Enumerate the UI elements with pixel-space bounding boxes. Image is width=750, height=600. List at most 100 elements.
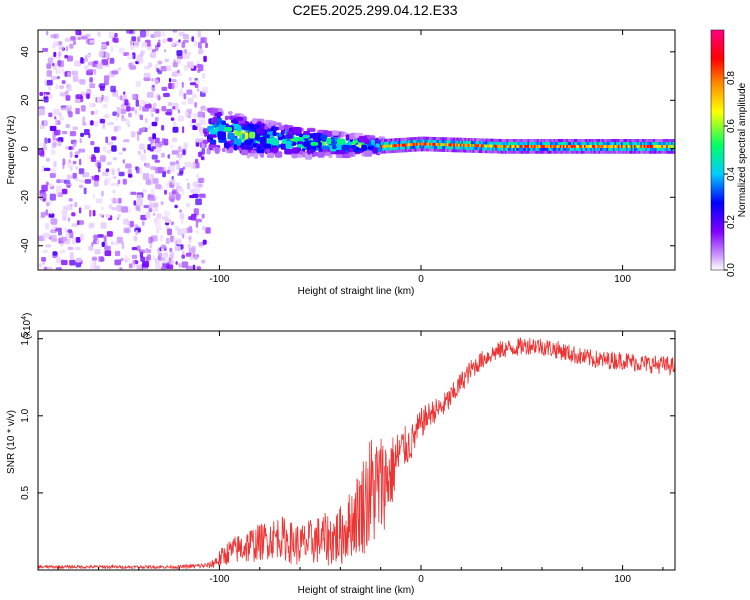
spectrogram-cell <box>459 146 463 150</box>
spectrogram-cell <box>48 112 53 118</box>
spectrogram-cell <box>545 147 548 151</box>
spectrogram-cell <box>128 191 131 196</box>
spectrogram-cell <box>92 256 97 261</box>
spectrogram-cell <box>622 144 626 148</box>
spectrogram-cell <box>101 94 104 101</box>
spectrogram-cell <box>556 144 560 148</box>
colorbar-tick-label: 0.8 <box>726 71 737 85</box>
spectrogram-cell <box>643 147 647 151</box>
spectrogram-cell <box>514 144 518 148</box>
spectrogram-cell <box>466 138 469 141</box>
spectrogram-cell <box>159 31 165 37</box>
spectrogram-cell <box>474 138 477 142</box>
spectrogram-cell <box>133 200 137 206</box>
spectrogram-cell <box>209 128 219 135</box>
spectrogram-cell <box>69 43 74 49</box>
spectrogram-cell <box>433 145 437 149</box>
spectrogram-cell <box>66 233 70 238</box>
spectrogram-cell <box>442 148 445 152</box>
spectrogram-cell <box>90 110 95 115</box>
spectrogram-cell <box>86 88 92 96</box>
spectrogram-cell <box>448 140 451 144</box>
spectrogram-cell <box>129 65 136 70</box>
spectrogram-cell <box>456 137 460 141</box>
spectrogram-cell <box>213 124 218 128</box>
spectrogram-cell <box>194 254 198 260</box>
spectrogram-cell <box>512 147 516 151</box>
spectrogram-cell <box>627 147 630 151</box>
spectrogram-cell <box>580 144 584 148</box>
spectrogram-cell <box>543 150 547 154</box>
spectrogram-cell <box>207 138 211 143</box>
spectrogram-cell <box>593 139 597 142</box>
spectrogram-cell <box>621 147 624 151</box>
spectrogram-cell <box>635 139 639 142</box>
spectrogram-cell <box>608 144 611 148</box>
spectrogram-cell <box>417 136 421 140</box>
spectrogram-cell <box>459 140 463 144</box>
spectrogram-cell <box>89 39 95 44</box>
spectrogram-cell <box>516 144 519 148</box>
spectrogram-cell <box>629 147 632 151</box>
spectrogram-cell <box>154 167 162 174</box>
spectrogram-cell <box>284 148 293 155</box>
spectrogram-cell <box>619 144 622 148</box>
spectrogram-cell <box>112 175 117 180</box>
spectrogram-cell <box>62 130 68 135</box>
spectrogram-cell <box>395 144 398 147</box>
colorbar-tick-label: 0.4 <box>726 167 737 181</box>
spectrogram-cell <box>621 150 624 154</box>
spectrogram-cell <box>622 147 626 151</box>
spectrogram-cell <box>136 134 140 142</box>
spectrogram-cell <box>58 51 62 57</box>
spectrogram-cell <box>587 147 590 151</box>
spectrogram-cell <box>537 139 540 142</box>
spectrogram-cell <box>506 147 510 151</box>
spectrogram-cell <box>151 49 156 53</box>
spectrogram-cell <box>382 138 385 142</box>
spectrogram-cell <box>646 142 650 145</box>
spectrogram-cell <box>406 143 410 147</box>
spectrogram-cell <box>142 188 147 193</box>
spectrogram-cell <box>126 119 130 126</box>
spectrogram-cell <box>196 88 200 92</box>
spectrogram-cell <box>403 140 406 144</box>
spectrogram-cell <box>508 144 511 148</box>
spectrogram-cell <box>582 142 585 145</box>
spectrogram-cell <box>398 140 401 144</box>
spectrogram-cell <box>152 202 159 208</box>
spectrogram-cell <box>504 139 508 142</box>
spectrogram-cell <box>348 147 354 153</box>
spectrogram-cell <box>569 144 572 148</box>
spectrogram-cell <box>380 147 384 151</box>
spectrogram-cell <box>604 150 608 154</box>
spectrogram-cell <box>571 147 574 151</box>
spectrogram-cell <box>93 69 97 75</box>
spectrogram-cell <box>617 139 621 142</box>
spectrogram-cell <box>474 149 477 153</box>
spectrogram-cell <box>401 143 405 147</box>
spectrogram-cell <box>671 147 674 151</box>
spectrogram-cell <box>492 150 495 154</box>
spectrogram-cell <box>461 149 464 153</box>
bottom-y-axis-label: SNR (10 * v/v) <box>6 410 17 474</box>
spectrogram-cell <box>165 65 172 72</box>
spectrogram-cell <box>662 150 666 154</box>
spectrogram-cell <box>187 61 194 69</box>
spectrogram-cell <box>656 147 660 151</box>
spectrogram-cell <box>120 108 126 115</box>
spectrogram-cell <box>400 143 403 147</box>
spectrogram-cell <box>303 141 312 148</box>
spectrogram-cell <box>151 154 158 160</box>
spectrogram-cell <box>202 112 206 119</box>
spectrogram-cell <box>661 142 664 145</box>
spectrogram-cell <box>567 147 571 151</box>
spectrogram-cell <box>527 150 530 154</box>
spectrogram-cell <box>617 147 621 151</box>
spectrogram-cell <box>38 106 45 110</box>
spectrogram-cell <box>564 147 568 151</box>
spectrogram-cell <box>65 45 69 52</box>
spectrogram-cell <box>163 252 169 258</box>
spectrogram-cell <box>383 141 387 145</box>
spectrogram-cell <box>464 137 468 141</box>
